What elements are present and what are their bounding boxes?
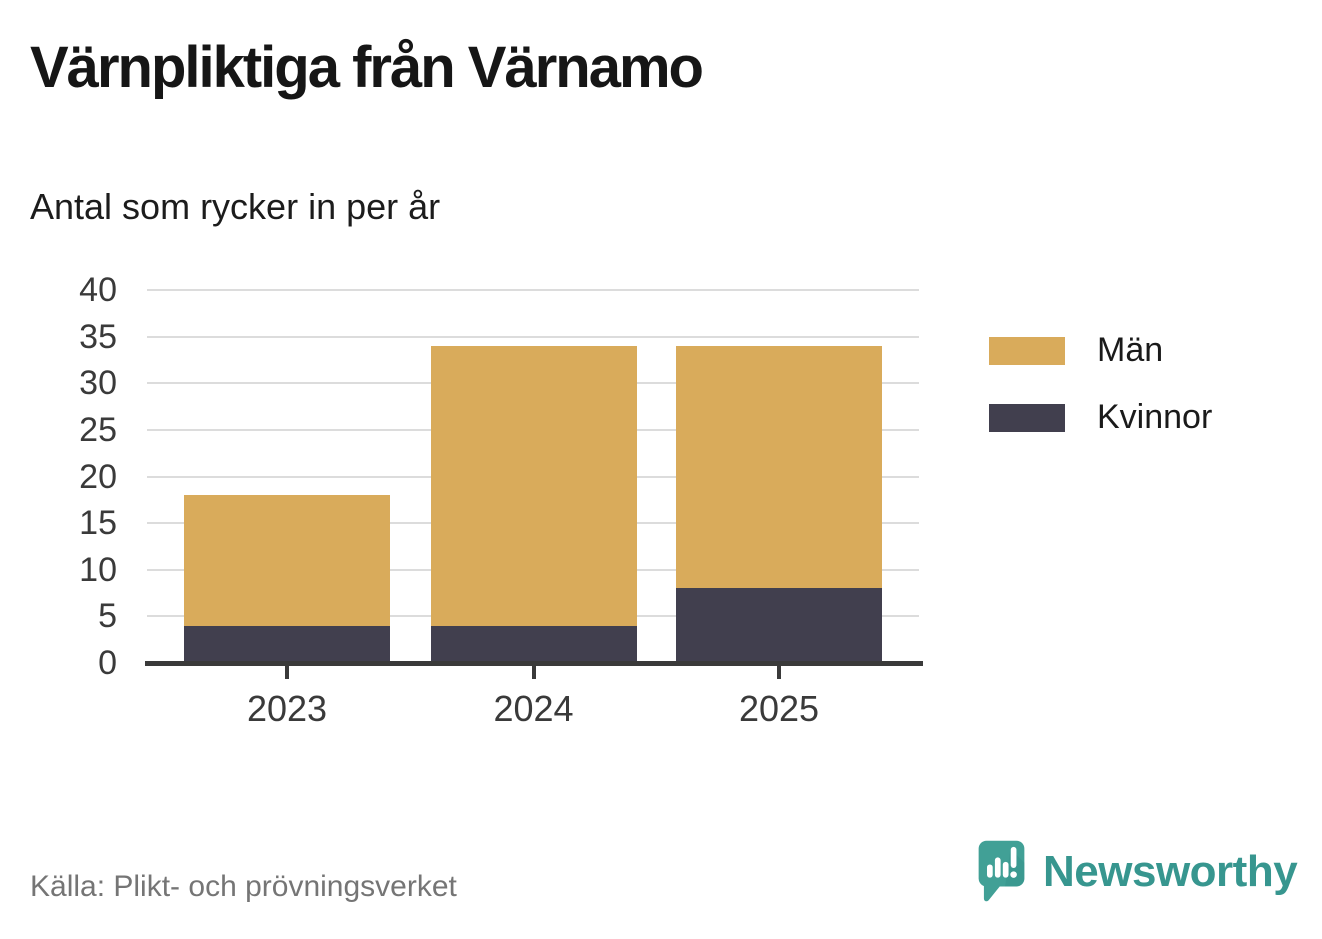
y-tick-label-40: 40 xyxy=(79,271,117,310)
y-tick-label-20: 20 xyxy=(79,457,117,496)
bar-segment-kvinnor-2024 xyxy=(430,625,637,663)
y-tick-label-35: 35 xyxy=(79,317,117,356)
x-tick-2023 xyxy=(285,666,289,679)
legend-item-män: Män xyxy=(989,331,1212,370)
source-note: Källa: Plikt- och prövningsverket xyxy=(30,870,457,903)
gridline-35 xyxy=(147,335,919,338)
y-tick-label-30: 30 xyxy=(79,364,117,403)
x-tick-2025 xyxy=(777,666,781,679)
bar-segment-män-2025 xyxy=(676,346,882,589)
brand-name: Newsworthy xyxy=(1043,846,1298,896)
legend-item-kvinnor: Kvinnor xyxy=(989,398,1212,437)
bar-segment-kvinnor-2025 xyxy=(676,588,882,663)
x-tick-2024 xyxy=(531,666,536,679)
y-tick-label-10: 10 xyxy=(79,550,117,589)
brand-logo: Newsworthy xyxy=(976,838,1298,905)
legend-swatch-kvinnor xyxy=(989,403,1065,432)
y-tick-label-5: 5 xyxy=(98,597,117,636)
legend-label-män: Män xyxy=(1097,331,1164,369)
legend-label-kvinnor: Kvinnor xyxy=(1097,398,1213,436)
y-tick-label-15: 15 xyxy=(79,504,117,543)
bar-segment-män-2023 xyxy=(184,495,390,626)
x-axis-label-2025: 2025 xyxy=(738,688,820,729)
bar-segment-kvinnor-2023 xyxy=(184,625,390,663)
x-axis-label-2023: 2023 xyxy=(246,688,328,729)
newsworthy-speech-bubble-chart-icon xyxy=(978,840,1025,902)
legend-swatch-män xyxy=(989,336,1065,365)
y-tick-label-0: 0 xyxy=(98,644,117,682)
page-title: Värnpliktiga från Värnamo xyxy=(30,35,704,100)
gridline-40 xyxy=(147,289,919,292)
x-axis-line xyxy=(145,661,923,666)
x-axis-label-2024: 2024 xyxy=(493,688,574,729)
chart-subtitle: Antal som rycker in per år xyxy=(30,186,441,227)
bar-segment-män-2024 xyxy=(430,346,637,626)
y-tick-label-25: 25 xyxy=(79,411,117,449)
chart-legend: Män Kvinnor xyxy=(989,331,1212,437)
